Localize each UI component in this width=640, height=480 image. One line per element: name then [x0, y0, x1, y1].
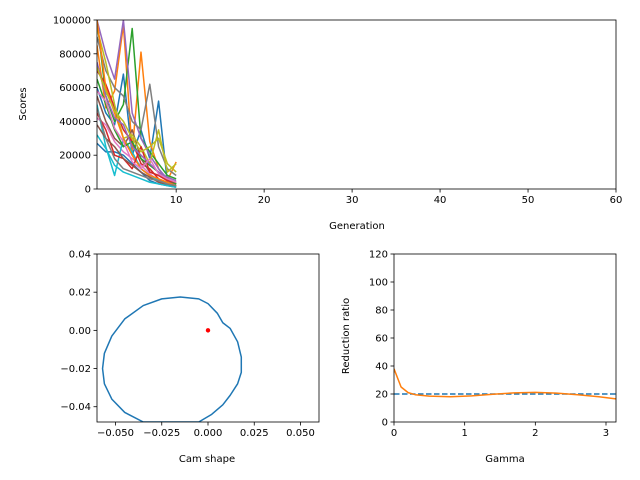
series-line [101, 296, 243, 422]
data-point [205, 328, 211, 333]
x-tick-label: 3 [603, 428, 609, 439]
series-line [97, 90, 177, 183]
x-tick-label: 1 [461, 428, 467, 439]
x-tick-label: 20 [258, 195, 271, 206]
series-line [97, 36, 177, 177]
x-axis-label: Generation [329, 221, 385, 232]
y-tick-label: 80 [375, 306, 388, 317]
y-tick-label: 0.00 [69, 326, 91, 337]
x-tick-label: 40 [434, 195, 447, 206]
x-tick-label: 2 [532, 428, 538, 439]
y-tick-label: 20000 [59, 151, 91, 162]
x-tick-label: 0.025 [240, 428, 269, 439]
y-tick-label: 100 [369, 278, 388, 289]
y-tick-label: 0 [85, 185, 91, 196]
series-line [97, 134, 177, 189]
series-line [97, 62, 177, 182]
y-tick-label: 20 [375, 390, 388, 401]
series-line [97, 107, 177, 187]
plot-area [97, 20, 177, 189]
y-tick-label: 80000 [59, 49, 91, 60]
x-axis-label: Gamma [485, 454, 525, 465]
scores-plot: 10 20 30 40 50 60 0 20000 40000 60000 80000 100000 [53, 16, 623, 207]
x-tick-label: −0.025 [143, 428, 180, 439]
y-axis-label: Scores [18, 87, 29, 120]
y-axis-label: Reduction ratio [341, 298, 352, 374]
y-tick-label: −0.04 [60, 402, 91, 413]
x-tick-label: 0.050 [286, 428, 315, 439]
x-tick-label: 30 [346, 195, 359, 206]
y-tick-label: 60000 [59, 83, 91, 94]
series-line [97, 70, 177, 187]
x-tick-label: 50 [522, 195, 535, 206]
x-tick-label: 10 [170, 195, 183, 206]
x-tick-label: 0.000 [194, 428, 223, 439]
x-tick-label: 0 [391, 428, 397, 439]
x-tick-label: −0.050 [97, 428, 134, 439]
y-tick-label: −0.02 [60, 364, 91, 375]
y-tick-label: 100000 [53, 16, 91, 27]
series-line [97, 124, 177, 188]
plot-area [394, 368, 616, 400]
y-tick-label: 0 [382, 418, 388, 429]
x-axis-label: Cam shape [179, 454, 235, 465]
y-tick-label: 60 [375, 334, 388, 345]
y-tick-label: 40 [375, 362, 388, 373]
series-line [394, 368, 616, 400]
y-tick-label: 0.04 [69, 250, 91, 261]
y-tick-label: 120 [369, 250, 388, 261]
plot-area [101, 296, 243, 422]
series-line [97, 67, 177, 173]
reduction-ratio-plot: 0 1 2 3 0 20 40 60 80 100 120 [369, 250, 617, 439]
axes-frame [96, 19, 617, 190]
y-tick-label: 40000 [59, 117, 91, 128]
y-tick-label: 0.02 [69, 288, 91, 299]
x-tick-label: 60 [610, 195, 623, 206]
cam-shape-plot: −0.050 −0.025 0.000 0.025 0.050 −0.04 −0.02 0.0… [60, 250, 320, 439]
